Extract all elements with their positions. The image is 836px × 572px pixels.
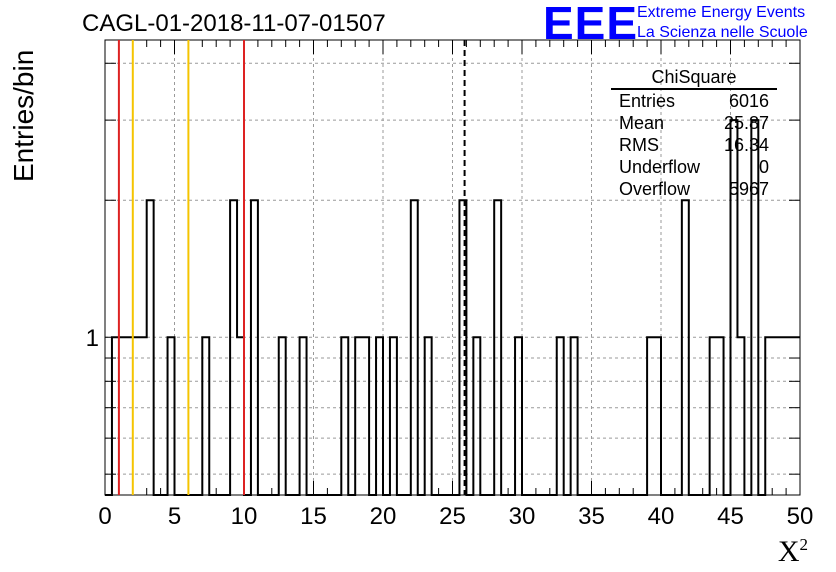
eee-logo: EEE	[543, 0, 639, 49]
stats-row-underflow: Underflow 0	[611, 156, 777, 178]
stats-value-underflow: 0	[758, 157, 769, 177]
logo-line-1: Extreme Energy Events	[637, 4, 806, 21]
stats-value-entries: 6016	[728, 91, 769, 111]
logo-text: Extreme Energy Events La Scienza nelle S…	[637, 3, 808, 43]
stats-label-entries: Entries	[619, 91, 676, 111]
x-tick-label: 5	[168, 503, 181, 530]
page-title: CAGL-01-2018-11-07-01507	[82, 10, 386, 37]
stats-row-entries: Entries 6016	[611, 90, 777, 112]
x-axis-label: X2	[777, 535, 808, 568]
stats-row-rms: RMS 16.34	[611, 134, 777, 156]
stats-row-mean: Mean 25.87	[611, 112, 777, 134]
stats-label-overflow: Overflow	[619, 179, 691, 199]
x-tick-label: 20	[370, 503, 397, 530]
histogram-series	[105, 119, 800, 496]
stats-name: ChiSquare	[611, 66, 777, 90]
x-tick-label: 0	[98, 503, 111, 530]
stats-value-mean: 25.87	[723, 113, 769, 133]
x-tick-label: 10	[231, 503, 258, 530]
stats-value-overflow: 5967	[728, 179, 769, 199]
y-tick-label: 1	[86, 325, 99, 352]
x-tick-label: 50	[787, 503, 814, 530]
x-tick-label: 35	[578, 503, 605, 530]
stats-value-rms: 16.34	[723, 135, 769, 155]
stats-box: ChiSquare Entries 6016 Mean 25.87 RMS 16…	[611, 66, 777, 200]
stats-row-overflow: Overflow 5967	[611, 178, 777, 200]
x-tick-label: 25	[439, 503, 466, 530]
x-tick-label: 30	[509, 503, 536, 530]
x-tick-label: 45	[717, 503, 744, 530]
stats-label-mean: Mean	[619, 113, 665, 133]
stats-label-underflow: Underflow	[619, 157, 701, 177]
logo-line-2: La Scienza nelle Scuole	[637, 24, 808, 41]
x-tick-label: 15	[300, 503, 327, 530]
x-tick-label: 40	[648, 503, 675, 530]
stats-label-rms: RMS	[619, 135, 659, 155]
